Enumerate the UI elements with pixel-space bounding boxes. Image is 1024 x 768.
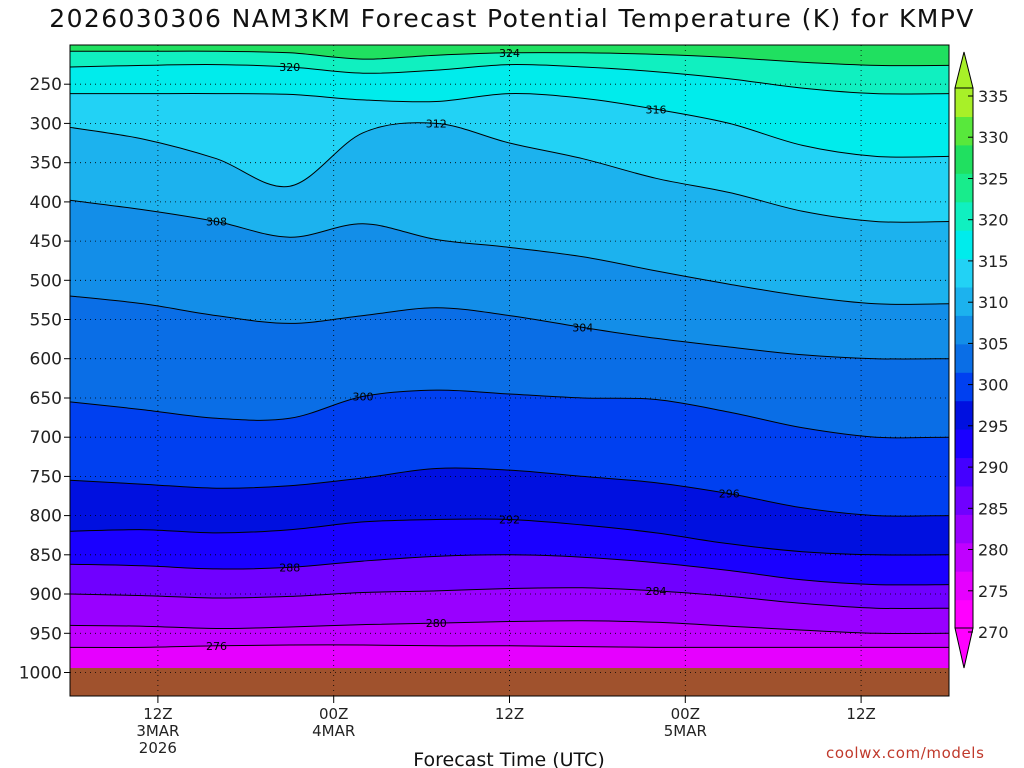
x-tick-label: 5MAR (664, 722, 707, 740)
contour-288 (70, 554, 949, 586)
colorbar-swatch (955, 201, 973, 231)
colorbar-label: 280 (978, 541, 1009, 560)
contour-292 (70, 518, 949, 556)
contour-label: 316 (646, 103, 667, 116)
contour-280 (70, 620, 949, 635)
colorbar-label: 270 (978, 623, 1009, 642)
contour-312 (70, 122, 949, 223)
colorbar-label: 330 (978, 128, 1009, 147)
colorbar-swatch (955, 542, 973, 572)
y-tick-label: 900 (30, 585, 62, 605)
y-tick-label: 1000 (19, 664, 62, 684)
colorbar-frame (954, 87, 974, 629)
colorbar-label: 290 (978, 458, 1009, 477)
y-tick-label: 250 (30, 75, 62, 95)
y-tick-label: 500 (30, 271, 62, 291)
colorbar-swatch (955, 457, 973, 487)
y-tick-label: 300 (30, 114, 62, 134)
colorbar-label: 320 (978, 211, 1009, 230)
contour-label: 296 (719, 488, 740, 501)
ground-surface (70, 668, 949, 696)
colorbar-swatch (955, 485, 973, 515)
colorbar-swatch (955, 88, 973, 117)
y-tick-label: 650 (30, 389, 62, 409)
y-tick-label: 750 (30, 467, 62, 487)
contour-324 (70, 50, 949, 67)
x-tick-label: 3MAR (136, 722, 179, 740)
colorbar-label: 335 (978, 87, 1009, 106)
x-tick-label: 00Z (319, 705, 348, 723)
colorbar-label: 300 (978, 376, 1009, 395)
contour-label: 300 (353, 390, 374, 403)
colorbar-swatch (955, 400, 973, 430)
colorbar-swatch (955, 173, 973, 203)
colorbar-label: 295 (978, 417, 1009, 436)
contour-label: 320 (279, 61, 300, 74)
colorbar-label: 305 (978, 334, 1009, 353)
colorbar-swatch (955, 286, 973, 316)
colorbar-swatch (955, 116, 973, 146)
colorbar-swatch (955, 343, 973, 373)
colorbar-swatch (955, 571, 973, 601)
contour-label: 276 (206, 640, 227, 653)
x-tick-label: 4MAR (312, 722, 355, 740)
contour-label: 312 (426, 117, 447, 130)
colorbar-swatch (955, 372, 973, 402)
colorbar-top-arrow (954, 51, 974, 89)
contour-284 (70, 587, 949, 610)
colorbar-label: 325 (978, 170, 1009, 189)
x-tick-label: 2026 (139, 739, 177, 757)
x-tick-label: 12Z (143, 705, 172, 723)
x-tick-label: 00Z (671, 705, 700, 723)
y-tick-label: 350 (30, 154, 62, 174)
colorbar-swatch (955, 315, 973, 345)
y-tick-label: 600 (30, 350, 62, 370)
x-tick-label: 12Z (846, 705, 875, 723)
colorbar-label: 315 (978, 252, 1009, 271)
contour-label: 324 (499, 47, 520, 60)
contour-316 (70, 93, 949, 158)
x-tick-label: 12Z (495, 705, 524, 723)
colorbar-label: 285 (978, 499, 1009, 518)
colorbar: 335 330 325 320 315 310 305 300 295 290 285 280 275 2… (954, 51, 1009, 669)
credit-text: coolwx.com/models (826, 744, 985, 762)
colorbar-label: 275 (978, 582, 1009, 601)
y-axis: 250 300 350 400 450 500 550 600 650 700 750 800 850 9… (19, 75, 70, 684)
contour-label: 284 (646, 585, 667, 598)
theta-fill (70, 45, 949, 696)
colorbar-swatch (955, 514, 973, 544)
colorbar-swatch (955, 258, 973, 288)
contour-label: 288 (279, 561, 300, 574)
colorbar-swatch (955, 230, 973, 260)
y-tick-label: 550 (30, 311, 62, 331)
y-tick-label: 800 (30, 507, 62, 527)
colorbar-label: 310 (978, 293, 1009, 312)
y-tick-label: 850 (30, 546, 62, 566)
grid-lines (70, 45, 949, 696)
colorbar-swatch (955, 429, 973, 459)
y-tick-label: 450 (30, 232, 62, 252)
contour-label: 308 (206, 216, 227, 229)
contour-label: 280 (426, 617, 447, 630)
x-axis-label: Forecast Time (UTC) (413, 749, 604, 768)
y-tick-label: 700 (30, 428, 62, 448)
contour-308 (70, 199, 949, 305)
colorbar-bottom-arrow (954, 627, 974, 669)
contour-label: 304 (572, 321, 593, 334)
colorbar-swatch (955, 599, 973, 629)
y-tick-label: 950 (30, 624, 62, 644)
contour-300 (70, 389, 949, 439)
colorbar-swatch (955, 144, 973, 174)
chart-title: 2026030306 NAM3KM Forecast Potential Tem… (49, 4, 975, 33)
y-tick-label: 400 (30, 193, 62, 213)
contour-320 (70, 64, 949, 95)
